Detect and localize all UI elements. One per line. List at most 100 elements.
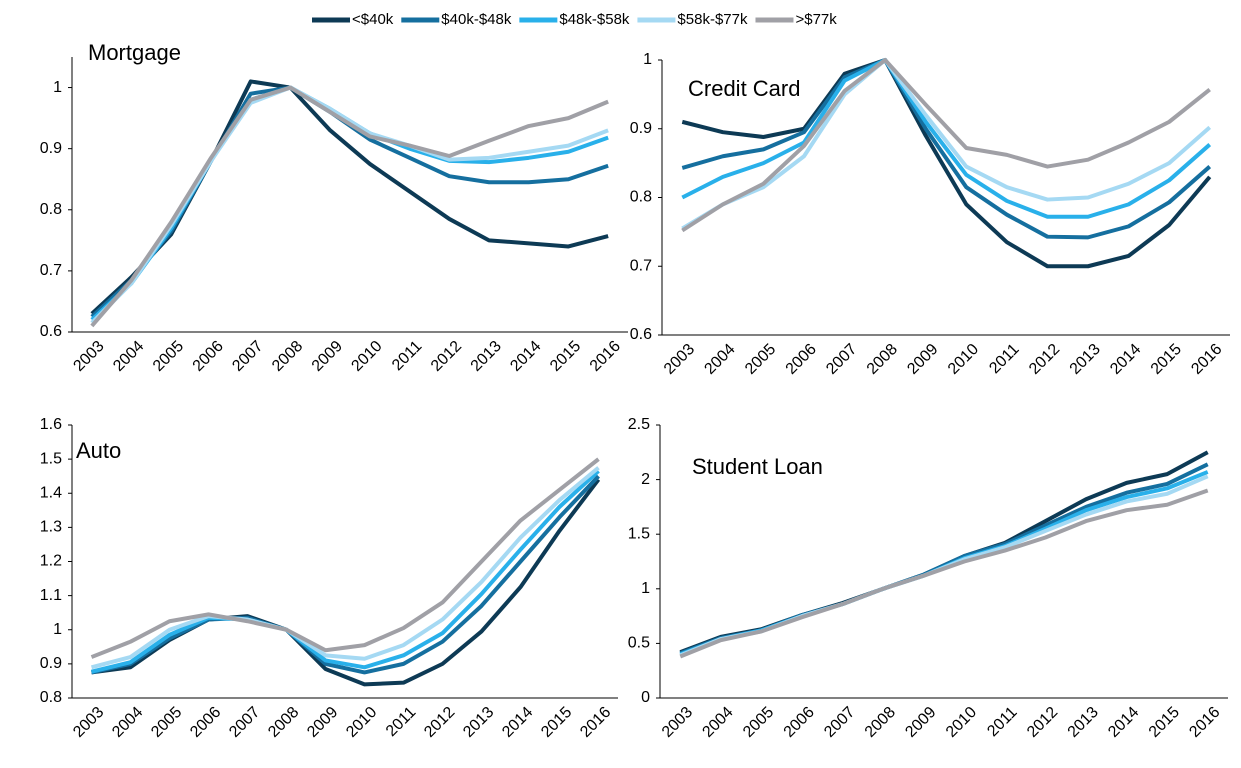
y-tick-label: 0.8 xyxy=(630,189,652,206)
x-tick-label: 2016 xyxy=(1188,341,1225,378)
y-tick-label: 1.3 xyxy=(40,519,62,536)
chart-title: Credit Card xyxy=(688,76,800,101)
x-tick-label: 2008 xyxy=(265,704,302,741)
series-line xyxy=(679,450,1209,655)
legend-label: $58k-$77k xyxy=(677,11,748,28)
x-tick-label: 2006 xyxy=(190,338,227,375)
series-line xyxy=(91,469,600,674)
x-tick-label: 2006 xyxy=(783,341,820,378)
y-tick-label: 0.8 xyxy=(40,689,62,706)
series-line xyxy=(681,58,1212,231)
y-tick-label: 1.1 xyxy=(40,587,62,604)
x-tick-label: 2011 xyxy=(984,704,1020,740)
x-tick-label: 2004 xyxy=(699,704,736,741)
x-tick-label: 2006 xyxy=(187,704,224,741)
x-tick-label: 2009 xyxy=(309,338,346,375)
x-tick-label: 2007 xyxy=(226,704,263,741)
y-tick-label: 2 xyxy=(641,471,650,488)
y-tick-label: 1 xyxy=(641,580,650,597)
x-tick-label: 2012 xyxy=(428,338,465,375)
x-tick-label: 2008 xyxy=(864,341,901,378)
series-line xyxy=(681,58,1211,233)
x-tick-label: 2003 xyxy=(659,704,696,741)
x-tick-label: 2011 xyxy=(986,341,1022,377)
x-tick-label: 2012 xyxy=(421,704,458,741)
series-line xyxy=(90,457,600,659)
x-tick-label: 2016 xyxy=(577,704,614,741)
legend-label: $40k-$48k xyxy=(441,11,512,28)
x-tick-label: 2011 xyxy=(383,704,419,740)
x-tick-label: 2015 xyxy=(547,338,584,375)
x-tick-label: 2012 xyxy=(1026,341,1063,378)
y-tick-label: 0.9 xyxy=(40,655,62,672)
x-tick-label: 2005 xyxy=(740,704,777,741)
x-tick-label: 2009 xyxy=(902,704,939,741)
x-tick-label: 2006 xyxy=(781,704,818,741)
y-tick-label: 0.5 xyxy=(628,635,650,652)
y-tick-label: 2.5 xyxy=(628,416,650,433)
x-tick-label: 2011 xyxy=(389,338,425,374)
series-line xyxy=(90,85,609,328)
y-tick-label: 1 xyxy=(53,621,62,638)
x-tick-label: 2007 xyxy=(821,704,858,741)
series-line xyxy=(679,462,1209,656)
y-tick-label: 0.9 xyxy=(40,140,62,157)
x-tick-label: 2015 xyxy=(538,704,575,741)
x-tick-label: 2014 xyxy=(1105,704,1142,741)
x-tick-label: 2007 xyxy=(823,341,860,378)
y-tick-label: 1.6 xyxy=(40,416,62,433)
series-line xyxy=(681,58,1212,269)
x-tick-label: 2012 xyxy=(1024,704,1061,741)
chart-title: Auto xyxy=(76,438,121,463)
x-tick-label: 2010 xyxy=(343,704,380,741)
x-tick-label: 2003 xyxy=(70,704,107,741)
x-tick-label: 2010 xyxy=(945,341,982,378)
x-tick-label: 2010 xyxy=(348,338,385,375)
y-tick-label: 0.6 xyxy=(40,323,62,340)
x-tick-label: 2014 xyxy=(507,338,544,375)
x-tick-label: 2014 xyxy=(499,704,536,741)
x-tick-label: 2005 xyxy=(742,341,779,378)
y-tick-label: 0.7 xyxy=(40,262,62,279)
legend-label: $48k-$58k xyxy=(559,11,630,28)
x-tick-label: 2009 xyxy=(904,341,941,378)
series-line xyxy=(681,58,1212,240)
y-tick-label: 0.8 xyxy=(40,201,62,218)
series-line xyxy=(91,478,601,687)
series-line xyxy=(90,79,609,316)
series-line xyxy=(91,474,600,675)
x-tick-label: 2004 xyxy=(109,704,146,741)
series-line xyxy=(90,466,600,670)
x-tick-label: 2013 xyxy=(1067,341,1104,378)
y-tick-label: 0.7 xyxy=(630,257,652,274)
x-tick-label: 2008 xyxy=(862,704,899,741)
x-tick-label: 2016 xyxy=(1186,704,1223,741)
x-tick-label: 2015 xyxy=(1146,704,1183,741)
y-tick-label: 1.2 xyxy=(40,553,62,570)
y-tick-label: 1.4 xyxy=(40,484,62,501)
x-tick-label: 2007 xyxy=(229,338,266,375)
y-tick-label: 0.6 xyxy=(630,326,652,343)
y-tick-label: 1.5 xyxy=(628,525,650,542)
series-line xyxy=(681,58,1212,219)
x-tick-label: 2013 xyxy=(468,338,505,375)
chart-title: Mortgage xyxy=(88,40,181,65)
chart-title: Student Loan xyxy=(692,454,823,479)
y-tick-label: 0.9 xyxy=(630,120,652,137)
x-tick-label: 2005 xyxy=(150,338,187,375)
x-tick-label: 2003 xyxy=(70,338,107,375)
y-tick-label: 0 xyxy=(641,689,650,706)
x-tick-label: 2003 xyxy=(661,341,698,378)
x-tick-label: 2013 xyxy=(1065,704,1102,741)
legend-label: >$77k xyxy=(795,11,837,28)
x-tick-label: 2004 xyxy=(701,341,738,378)
legend-label: <$40k xyxy=(352,11,394,28)
x-tick-label: 2010 xyxy=(943,704,980,741)
y-tick-label: 1.5 xyxy=(40,450,62,467)
x-tick-label: 2016 xyxy=(587,338,624,375)
x-tick-label: 2008 xyxy=(269,338,306,375)
y-tick-label: 1 xyxy=(643,51,652,68)
x-tick-label: 2009 xyxy=(304,704,341,741)
x-tick-label: 2013 xyxy=(460,704,497,741)
